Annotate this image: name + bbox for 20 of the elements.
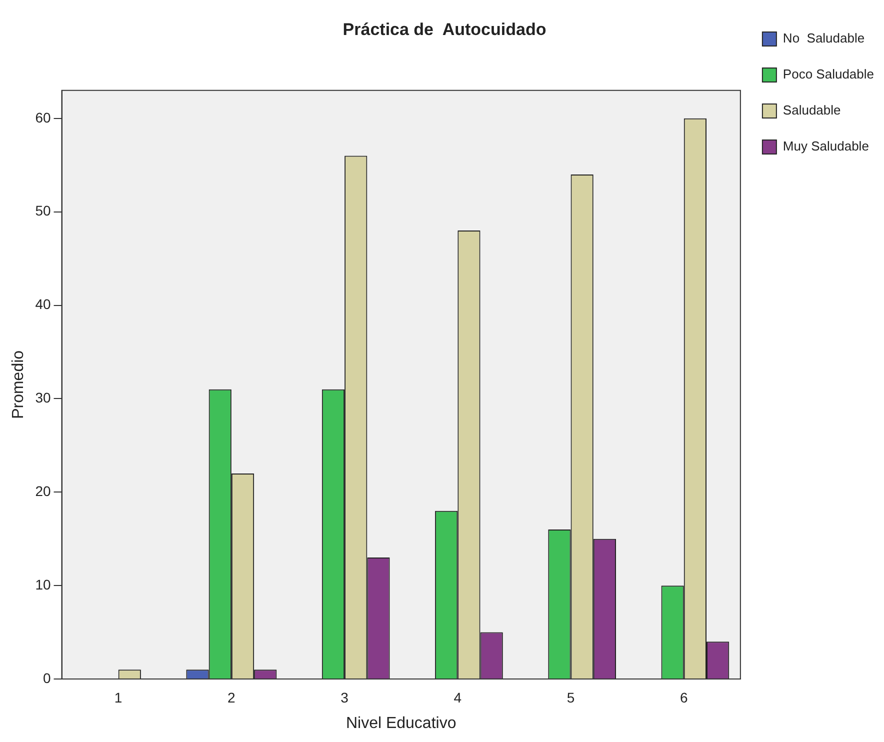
legend-label: Muy Saludable bbox=[782, 138, 869, 154]
legend-label: Poco Saludable bbox=[782, 66, 874, 82]
y-tick-label: 50 bbox=[35, 202, 51, 219]
x-tick-label: 2 bbox=[228, 689, 236, 706]
x-tick-label: 3 bbox=[340, 689, 349, 706]
legend-label: Saludable bbox=[782, 102, 841, 118]
y-tick-label: 10 bbox=[35, 576, 51, 592]
x-axis-title: Nivel Educativo bbox=[346, 714, 456, 732]
y-tick-label: 0 bbox=[42, 670, 51, 686]
y-tick-label: 30 bbox=[35, 390, 51, 406]
y-axis-title: Promedio bbox=[10, 350, 28, 419]
x-tick-label: 4 bbox=[454, 689, 462, 706]
x-tick-label: 6 bbox=[680, 689, 688, 706]
x-tick-label: 1 bbox=[114, 689, 122, 706]
y-tick-label: 20 bbox=[35, 483, 51, 499]
chart-title: Práctica de Autocuidado bbox=[342, 20, 546, 39]
y-tick-label: 40 bbox=[35, 296, 51, 312]
legend-label: No Saludable bbox=[782, 30, 865, 46]
x-tick-label: 5 bbox=[566, 689, 575, 706]
y-tick-label: 60 bbox=[35, 109, 51, 126]
